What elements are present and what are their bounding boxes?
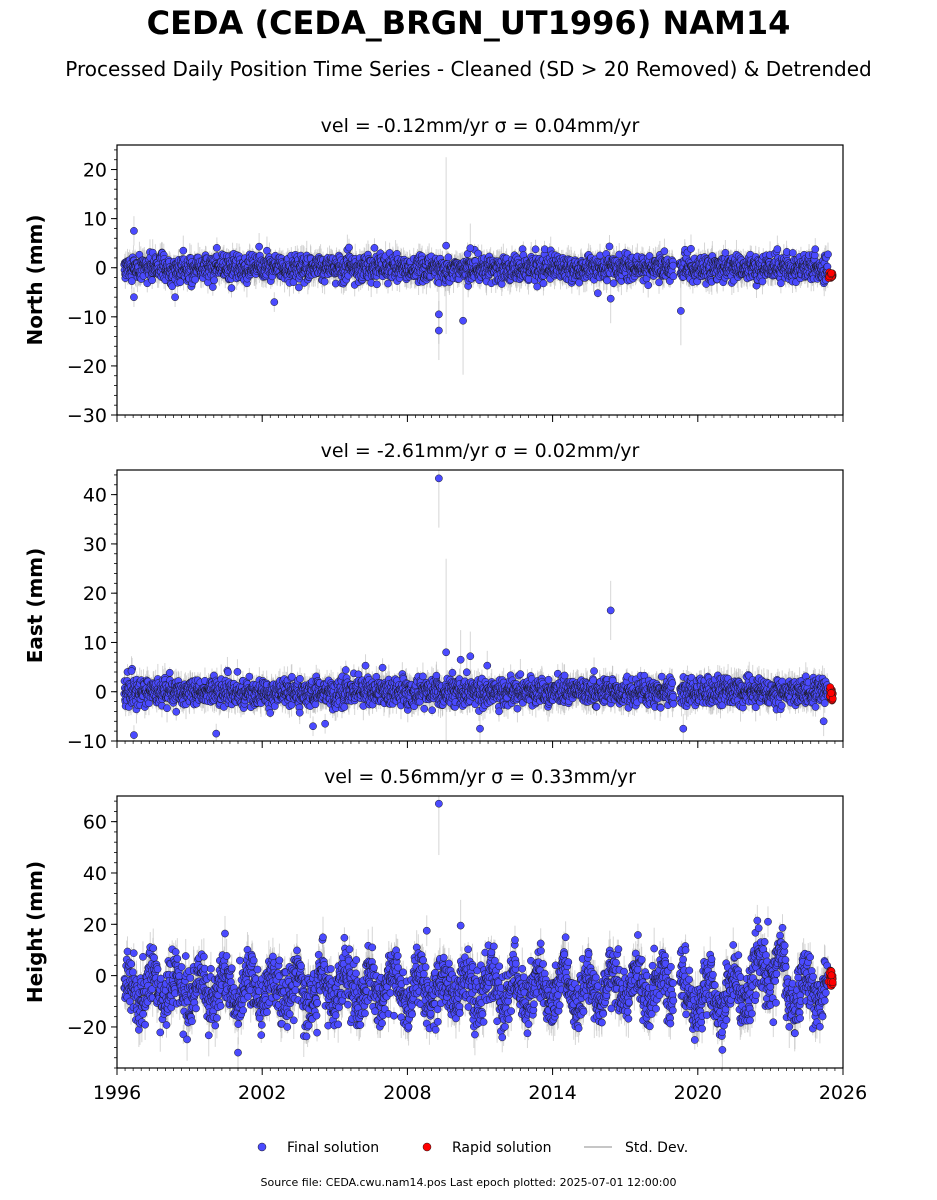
final-solution-point — [127, 277, 136, 285]
final-solution-point — [227, 284, 236, 292]
final-solution-point — [179, 246, 188, 255]
final-solution-point — [645, 252, 654, 260]
final-solution-point — [669, 272, 678, 281]
final-solution-point — [533, 282, 542, 291]
final-solution-point — [644, 281, 653, 290]
final-solution-point — [213, 244, 221, 252]
final-solution-point — [539, 279, 548, 288]
final-solution-point — [660, 247, 669, 256]
final-solution-point — [148, 276, 156, 285]
final-solution-point — [444, 253, 453, 262]
final-solution-point — [593, 289, 602, 298]
final-solution-point — [773, 245, 782, 253]
final-solution-point — [255, 242, 263, 251]
final-solution-point — [758, 277, 767, 286]
final-solution-point — [497, 280, 506, 288]
final-solution-point — [609, 279, 618, 288]
final-solution-point — [208, 283, 217, 291]
final-solution-point — [384, 279, 392, 288]
chart-title: CEDA (CEDA_BRGN_UT1996) NAM14 — [146, 4, 791, 42]
final-solution-point — [655, 278, 663, 287]
final-solution-point — [669, 261, 677, 270]
plot-area — [120, 157, 837, 375]
final-solution-point — [320, 277, 329, 286]
final-solution-point — [295, 283, 303, 292]
final-solution-point — [605, 242, 614, 251]
final-solution-point — [168, 282, 177, 291]
final-solution-point — [603, 276, 611, 285]
final-solution-point — [531, 245, 540, 254]
chart-subtitle: Processed Daily Position Time Series - C… — [65, 57, 872, 81]
final-solution-point — [474, 249, 483, 258]
final-solution-point — [721, 248, 730, 257]
final-solution-point — [191, 275, 200, 284]
final-solution-point — [210, 276, 219, 285]
final-solution-point — [345, 243, 353, 252]
final-solution-point — [373, 280, 381, 289]
final-solution-point — [575, 278, 584, 287]
final-solution-point — [370, 244, 379, 252]
final-solution-point — [687, 244, 695, 253]
